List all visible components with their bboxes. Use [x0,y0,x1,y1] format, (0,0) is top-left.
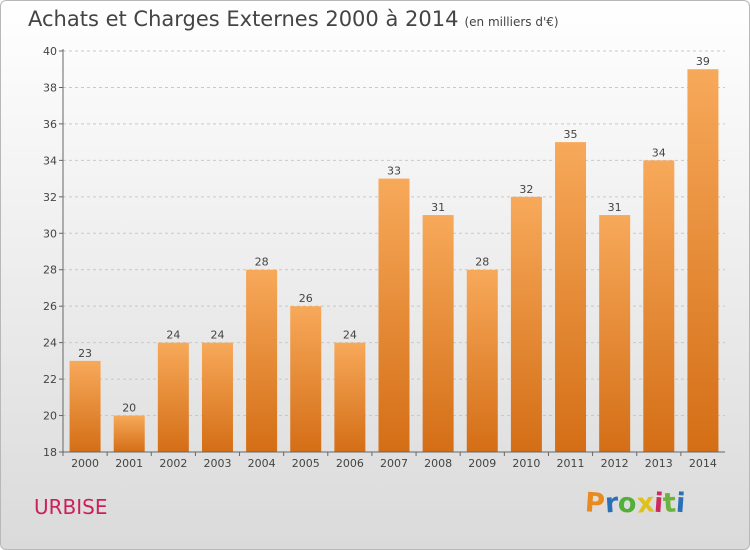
x-tick-label: 2008 [424,457,452,470]
axis-layer: 18 20 22 24 26 28 30 32 34 36 38 40 2000 2001 2002 2003… [43,45,725,470]
data-label: 26 [299,292,313,305]
bar [555,142,587,453]
bar [246,269,278,452]
y-tick-label: 28 [43,264,57,277]
data-label: 39 [696,55,710,68]
data-label: 20 [122,402,136,415]
bar [157,342,189,452]
y-tick-label: 40 [43,45,57,58]
bar [466,269,498,452]
bar [687,69,719,453]
x-tick-label: 2003 [203,457,231,470]
x-tick-label: 2011 [557,457,585,470]
bar [290,306,322,452]
y-tick-label: 18 [43,446,57,459]
data-label: 23 [78,347,92,360]
x-tick-label: 2012 [601,457,629,470]
x-tick-label: 2000 [71,457,99,470]
data-label: 31 [431,201,445,214]
x-tick-label: 2010 [512,457,540,470]
data-label: 34 [652,146,666,159]
y-tick-label: 34 [43,154,57,167]
x-tick-label: 2014 [689,457,717,470]
bar [378,178,410,452]
bars-layer: 23 20 24 24 28 26 24 33 31 28 32 35 31 34 39 [69,55,719,453]
y-tick-label: 38 [43,81,57,94]
data-label: 24 [343,329,357,342]
chart-subtitle: (en milliers d'€) [464,15,559,29]
bar [113,415,145,452]
bar [599,215,631,452]
bar [422,215,454,452]
data-label: 31 [608,201,622,214]
x-tick-label: 2001 [115,457,143,470]
y-tick-label: 30 [43,227,57,240]
proxiti-logo: Proxiti [583,487,687,520]
place-name: URBISE [34,495,108,519]
data-label: 24 [210,329,224,342]
x-tick-label: 2013 [645,457,673,470]
bar [334,342,366,452]
bar [69,360,101,452]
y-tick-label: 32 [43,191,57,204]
data-label: 32 [519,183,533,196]
y-tick-label: 26 [43,300,57,313]
y-tick-label: 20 [43,410,57,423]
bar [201,342,233,452]
data-label: 28 [475,256,489,269]
x-tick-label: 2006 [336,457,364,470]
bar [643,160,675,452]
y-tick-label: 36 [43,118,57,131]
data-label: 28 [255,256,269,269]
x-tick-label: 2002 [159,457,187,470]
data-label: 33 [387,165,401,178]
y-tick-label: 22 [43,373,57,386]
bar [510,196,542,452]
chart-title-text: Achats et Charges Externes 2000 à 2014 [28,7,459,31]
x-tick-label: 2009 [468,457,496,470]
data-label: 24 [166,329,180,342]
y-tick-label: 24 [43,337,57,350]
x-tick-label: 2005 [292,457,320,470]
chart-title: Achats et Charges Externes 2000 à 2014 (e… [28,7,559,31]
data-label: 35 [564,128,578,141]
x-tick-label: 2007 [380,457,408,470]
x-tick-label: 2004 [248,457,276,470]
